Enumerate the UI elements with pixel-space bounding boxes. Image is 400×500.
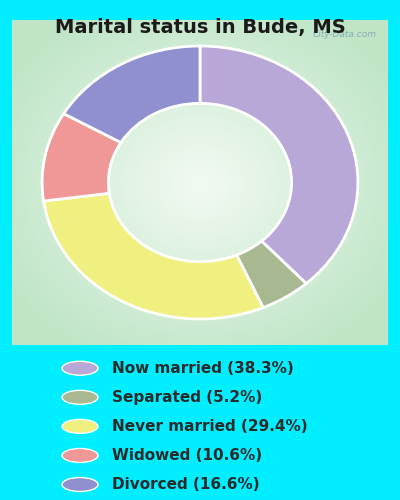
Circle shape [62, 362, 98, 375]
Wedge shape [64, 46, 200, 142]
Circle shape [62, 390, 98, 404]
Wedge shape [42, 114, 121, 201]
Circle shape [62, 448, 98, 462]
Wedge shape [44, 194, 263, 319]
Wedge shape [200, 46, 358, 284]
Wedge shape [237, 241, 306, 308]
Text: Widowed (10.6%): Widowed (10.6%) [112, 448, 262, 463]
Circle shape [62, 420, 98, 434]
Text: Marital status in Bude, MS: Marital status in Bude, MS [55, 18, 345, 36]
Text: City-Data.com: City-Data.com [313, 30, 377, 39]
Text: Divorced (16.6%): Divorced (16.6%) [112, 477, 260, 492]
Circle shape [62, 478, 98, 492]
Text: Separated (5.2%): Separated (5.2%) [112, 390, 262, 405]
Text: Never married (29.4%): Never married (29.4%) [112, 419, 308, 434]
Text: Now married (38.3%): Now married (38.3%) [112, 361, 294, 376]
